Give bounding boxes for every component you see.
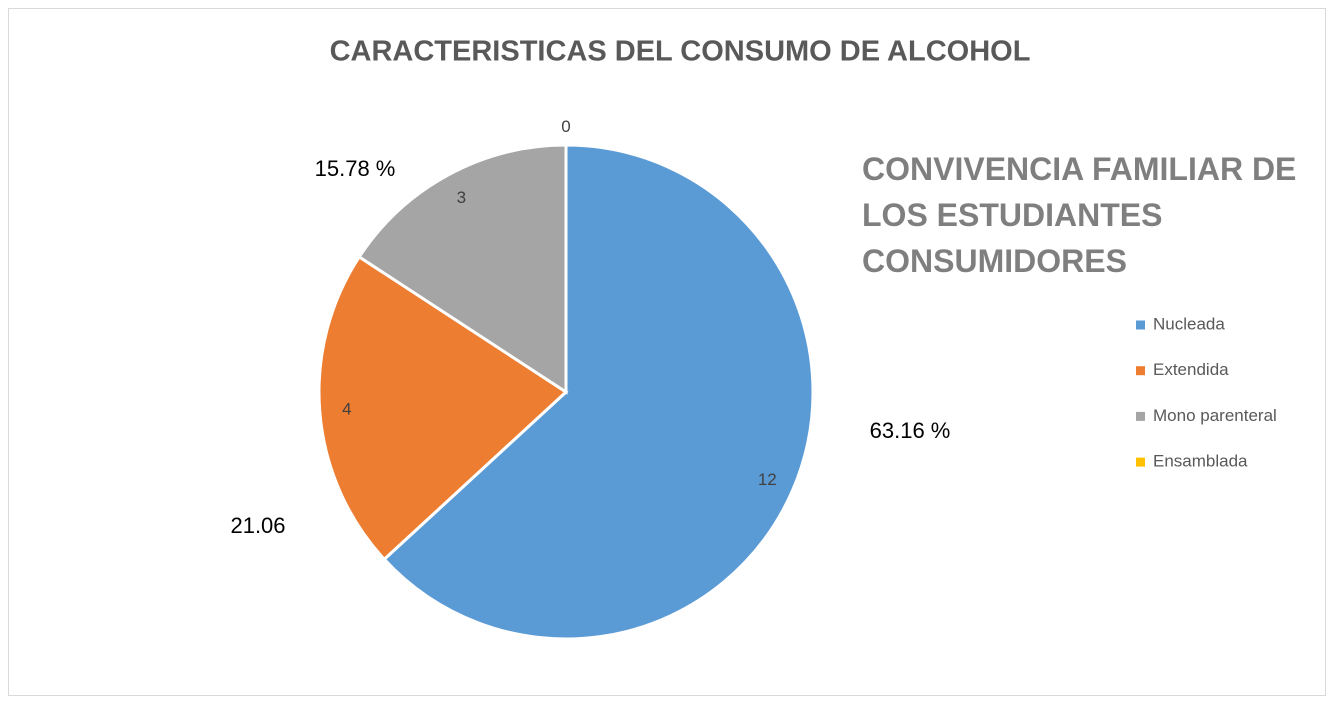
chart-subtitle: CONVIVENCIA FAMILIAR DE LOS ESTUDIANTES … <box>862 151 1297 279</box>
annotation: 21.06 <box>230 513 285 538</box>
data-label: 4 <box>342 400 351 419</box>
pie-slice <box>317 254 569 562</box>
legend-label: Mono parenteral <box>1153 406 1277 425</box>
pie-slice <box>382 143 815 641</box>
chart-title: CARACTERISTICAS DEL CONSUMO DE ALCOHOL <box>330 36 1031 68</box>
data-label: 12 <box>758 470 777 489</box>
legend-label: Ensamblada <box>1153 452 1248 471</box>
data-label: 0 <box>561 117 570 136</box>
legend-label: Extendida <box>1153 360 1229 379</box>
legend-swatch <box>1136 411 1145 421</box>
legend-swatch <box>1136 457 1145 467</box>
annotation: 63.16 % <box>870 418 951 443</box>
legend-swatch <box>1136 366 1145 376</box>
data-label: 3 <box>457 188 466 207</box>
pie-slice <box>357 143 568 395</box>
annotation: 15.78 % <box>315 156 396 181</box>
legend-swatch <box>1136 320 1145 330</box>
legend-label: Nucleada <box>1153 314 1225 333</box>
